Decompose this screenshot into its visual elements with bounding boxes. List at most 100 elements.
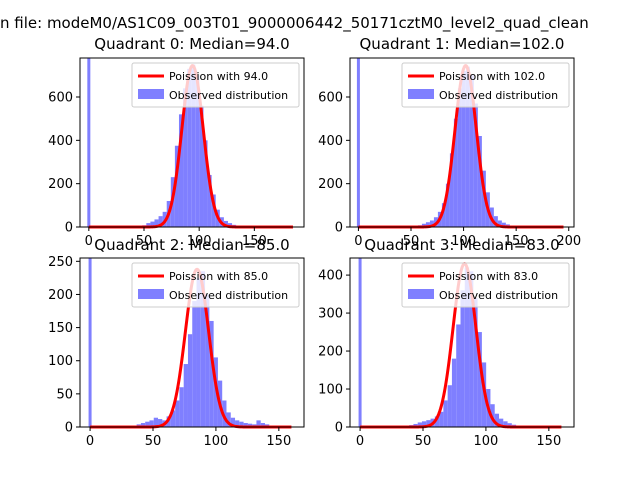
axes-frame xyxy=(79,57,305,228)
histogram-bar xyxy=(456,324,461,427)
legend-label-observed: Observed distribution xyxy=(439,289,558,302)
histogram-bar-zero xyxy=(356,58,360,227)
histogram-bar xyxy=(441,203,446,227)
quadrant-3-title: Quadrant 3: Median=83.0 xyxy=(364,236,559,254)
histogram-bar-zero xyxy=(88,258,92,427)
legend-patch-observed xyxy=(408,89,434,99)
y-tick-label: 100 xyxy=(318,383,343,398)
x-tick-label: 0 xyxy=(85,234,93,249)
legend: Poission with 94.0 Observed distribution xyxy=(131,62,300,108)
quadrant-0-chart: 0 50 100 150 0 200 400 600 Poission with 94.0 Obs… xyxy=(48,57,305,249)
histogram-bar xyxy=(235,420,240,427)
histogram-bar xyxy=(493,216,498,227)
histogram-bar xyxy=(158,216,163,227)
histogram-bar xyxy=(473,103,478,227)
x-tick-label: 150 xyxy=(266,434,291,449)
y-tick-label: 0 xyxy=(65,421,73,436)
x-tick-label: 150 xyxy=(242,234,267,249)
histogram-bar xyxy=(207,175,212,227)
x-tick-label: 50 xyxy=(136,234,153,249)
histogram-bar xyxy=(223,220,228,227)
quadrant-3-chart: 0 50 100 150 0 100 200 300 400 Poission with 83.0… xyxy=(318,257,575,449)
legend-label-observed: Observed distribution xyxy=(439,89,558,102)
legend-box xyxy=(131,262,300,308)
x-tick-label: 200 xyxy=(556,234,581,249)
histogram-bar xyxy=(178,114,184,227)
figure-suptitle: n file: modeM0/AS1C09_003T01_9000006442_… xyxy=(0,14,589,33)
histogram-bar xyxy=(451,358,457,427)
histogram-bar xyxy=(150,221,155,227)
histogram-bar xyxy=(211,194,216,227)
legend: Poission with 102.0 Observed distribution xyxy=(401,62,570,108)
legend-box xyxy=(401,62,570,108)
histogram-bar xyxy=(195,75,200,227)
histogram-bar xyxy=(465,66,470,228)
histogram-bar xyxy=(449,153,454,227)
histogram-bar-zero xyxy=(358,258,362,427)
histogram-bar xyxy=(170,410,176,427)
x-tick-label: 100 xyxy=(473,434,498,449)
histogram-bar xyxy=(421,421,427,427)
histogram-bar xyxy=(457,88,462,227)
histogram-bar xyxy=(481,170,486,227)
histogram-bar xyxy=(192,301,197,427)
histogram-bar xyxy=(199,105,204,227)
axes-frame xyxy=(349,257,575,428)
x-tick-label: 100 xyxy=(187,234,212,249)
histogram-bar xyxy=(175,400,180,427)
histogram-bar xyxy=(507,423,512,427)
x-tick-label: 50 xyxy=(145,434,162,449)
y-tick-label: 200 xyxy=(318,177,343,192)
legend-label-poisson: Poission with 83.0 xyxy=(439,270,538,283)
histogram-bar xyxy=(154,219,159,227)
x-tick-label: 50 xyxy=(403,234,420,249)
y-tick-label: 400 xyxy=(318,269,343,284)
legend-label-poisson: Poission with 85.0 xyxy=(169,270,268,283)
legend: Poission with 83.0 Observed distribution xyxy=(401,262,570,308)
histogram-bar xyxy=(227,223,233,227)
y-tick-label: 600 xyxy=(318,91,343,106)
histogram-bar xyxy=(260,423,265,427)
histogram-bar xyxy=(200,271,206,427)
y-tick-label: 300 xyxy=(318,307,343,322)
y-tick-label: 0 xyxy=(335,421,343,436)
y-tick-label: 0 xyxy=(65,221,73,236)
legend-patch-observed xyxy=(138,89,164,99)
histogram-bar xyxy=(445,183,450,227)
legend-label-poisson: Poission with 94.0 xyxy=(169,70,268,83)
histogram-bar xyxy=(426,420,431,427)
x-tick-label: 0 xyxy=(354,234,362,249)
histogram-bar-zero xyxy=(87,58,91,227)
x-tick-label: 50 xyxy=(415,434,432,449)
histogram-bar xyxy=(464,267,470,427)
y-tick-label: 400 xyxy=(318,134,343,149)
y-tick-label: 200 xyxy=(48,177,73,192)
histogram-bar xyxy=(494,413,499,427)
histogram-bar xyxy=(460,290,465,427)
histogram-bar xyxy=(239,421,244,427)
x-tick-label: 0 xyxy=(86,434,94,449)
legend: Poission with 85.0 Observed distribution xyxy=(131,262,300,308)
y-tick-label: 250 xyxy=(48,255,73,270)
legend-patch-observed xyxy=(138,289,164,299)
axes-frame xyxy=(79,257,305,428)
histogram-bar xyxy=(447,385,452,427)
legend-label-observed: Observed distribution xyxy=(169,289,288,302)
histogram-bar xyxy=(477,136,482,227)
histogram-bar xyxy=(243,423,248,427)
histogram-bar xyxy=(187,68,192,227)
quadrant-1-title: Quadrant 1: Median=102.0 xyxy=(360,35,565,53)
y-tick-label: 50 xyxy=(56,387,73,402)
y-tick-label: 600 xyxy=(48,91,73,106)
histogram-bar xyxy=(183,88,188,227)
histogram-bar xyxy=(421,223,426,227)
histogram-bar xyxy=(205,294,210,427)
histogram-bar xyxy=(146,223,151,227)
histogram-bar xyxy=(473,297,478,427)
histogram-bar xyxy=(179,387,184,427)
legend-box xyxy=(131,62,300,108)
x-tick-label: 0 xyxy=(356,434,364,449)
x-tick-label: 150 xyxy=(536,434,561,449)
histogram-bar xyxy=(149,420,154,427)
